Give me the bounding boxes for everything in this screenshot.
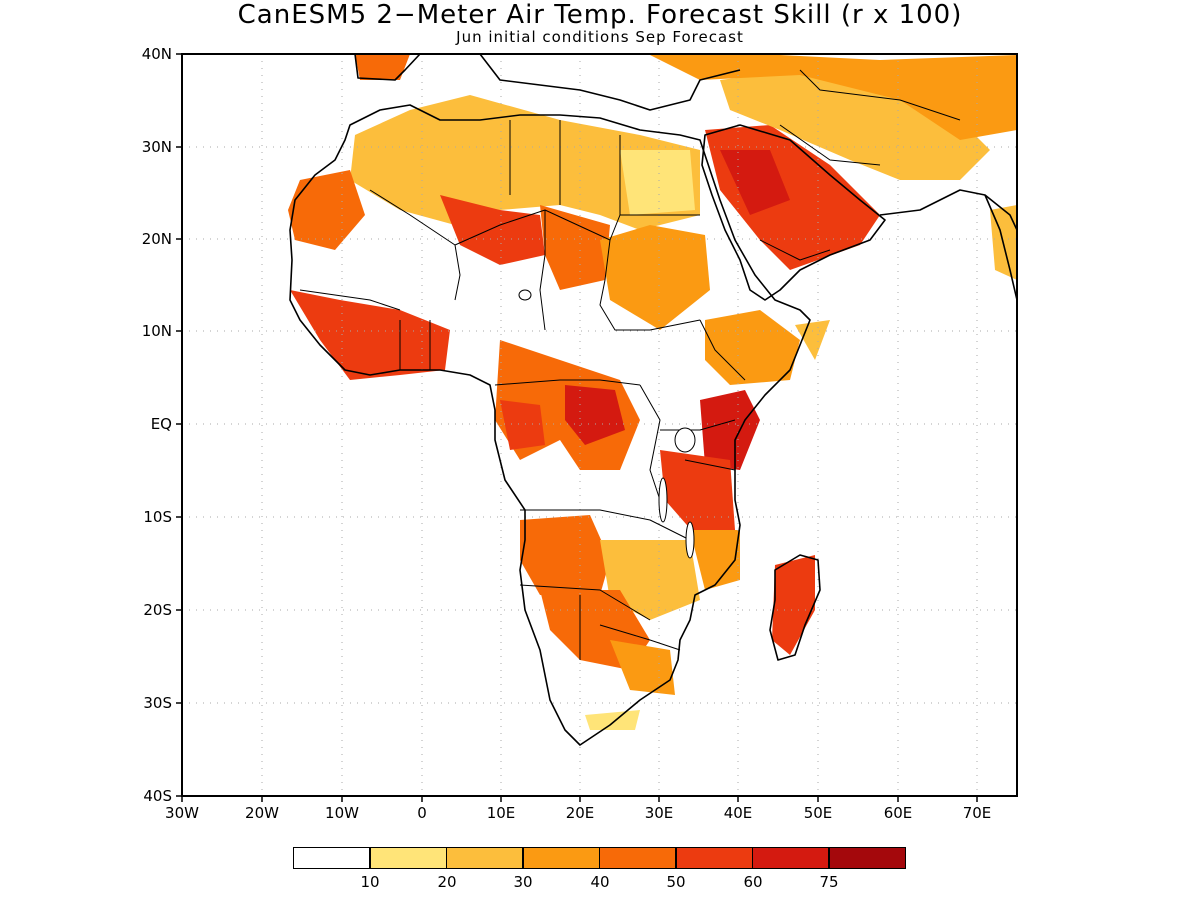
gridlines: [182, 54, 1017, 796]
lon-tick-label: 20W: [245, 804, 279, 822]
colorbar-cell: [446, 847, 523, 869]
lon-tick-label: 30W: [165, 804, 199, 822]
colorbar-cell: [523, 847, 600, 869]
skill-region-west-sahara: [288, 170, 365, 250]
lat-tick-label: 20N: [141, 230, 172, 248]
skill-region-middle-east-north: [650, 55, 1017, 140]
skill-region-sudan: [600, 225, 710, 330]
lon-tick-label: 70E: [962, 804, 992, 822]
skill-region-mozambique: [690, 530, 740, 590]
colorbar-cell: [370, 847, 447, 869]
lon-tick-label: 10W: [325, 804, 359, 822]
lon-tick-label: 60E: [883, 804, 913, 822]
lat-tick-label: 30S: [143, 694, 172, 712]
colorbar-cell: [752, 847, 829, 869]
skill-region-angola: [520, 515, 610, 595]
skill-region-east-horn: [795, 320, 830, 360]
skill-region-ethiopia: [705, 310, 800, 385]
arabia-coastline: [701, 124, 886, 301]
axis-ticks: [176, 53, 978, 802]
skill-shading: [288, 54, 1017, 730]
skill-region-madagascar: [772, 555, 815, 655]
lon-tick-label: 10E: [486, 804, 516, 822]
lake-tanganyika: [658, 477, 668, 523]
colorbar-label: 20: [437, 873, 457, 891]
skill-region-niger: [440, 195, 545, 265]
skill-region-gabon: [500, 400, 545, 450]
colorbar-label: 30: [513, 873, 533, 891]
colorbar-label: 75: [819, 873, 839, 891]
lat-tick-label: 40S: [143, 787, 172, 805]
skill-region-tanzania: [660, 450, 735, 540]
lon-tick-label: 20E: [565, 804, 595, 822]
lake-victoria: [674, 427, 696, 453]
skill-region-egypt-light: [620, 150, 695, 215]
skill-region-south-africa-east: [610, 640, 675, 695]
lat-tick-label: 10S: [143, 508, 172, 526]
skill-region-congo-core: [565, 385, 625, 445]
india-coastline: [984, 194, 1017, 301]
skill-region-chad: [540, 205, 610, 290]
lat-tick-label: 30N: [141, 138, 172, 156]
colorbar-cell: [293, 847, 370, 869]
map-title: CanESM5 2−Meter Air Temp. Forecast Skill…: [237, 0, 963, 30]
lat-tick-label: 10N: [141, 322, 172, 340]
lake-malawi: [685, 521, 695, 559]
colorbar: [293, 847, 906, 869]
colorbar-label: 50: [666, 873, 686, 891]
lakes: [518, 289, 696, 559]
skill-region-west-africa: [290, 290, 450, 380]
europe-coastline: [354, 54, 421, 81]
madagascar-coastline: [769, 554, 821, 661]
lon-tick-label: 50E: [803, 804, 833, 822]
map-frame: [181, 53, 1018, 797]
colorbar-label: 10: [360, 873, 380, 891]
lat-tick-label: 40N: [141, 45, 172, 63]
skill-region-kenya: [700, 390, 760, 470]
colorbar-label: 40: [590, 873, 610, 891]
skill-region-iran: [720, 70, 990, 180]
mediterranean-coast: [479, 54, 741, 111]
lat-tick-label: 20S: [143, 601, 172, 619]
colorbar-cell: [676, 847, 753, 869]
colorbar-label: 60: [743, 873, 763, 891]
colorbar-cell: [599, 847, 676, 869]
coastlines: [289, 54, 1017, 746]
lon-tick-label: 40E: [723, 804, 753, 822]
lake-chad: [518, 289, 532, 301]
map-subtitle: Jun initial conditions Sep Forecast: [456, 28, 744, 46]
colorbar-cell: [829, 847, 906, 869]
country-borders: [299, 69, 961, 660]
skill-region-sahara-north: [350, 95, 700, 230]
lon-tick-label: 0: [417, 804, 427, 822]
asia-coastline: [879, 189, 1017, 231]
lon-tick-label: 30E: [644, 804, 674, 822]
skill-region-iberia: [355, 54, 410, 80]
skill-region-cape: [585, 710, 640, 730]
lat-tick-label: EQ: [150, 415, 172, 433]
